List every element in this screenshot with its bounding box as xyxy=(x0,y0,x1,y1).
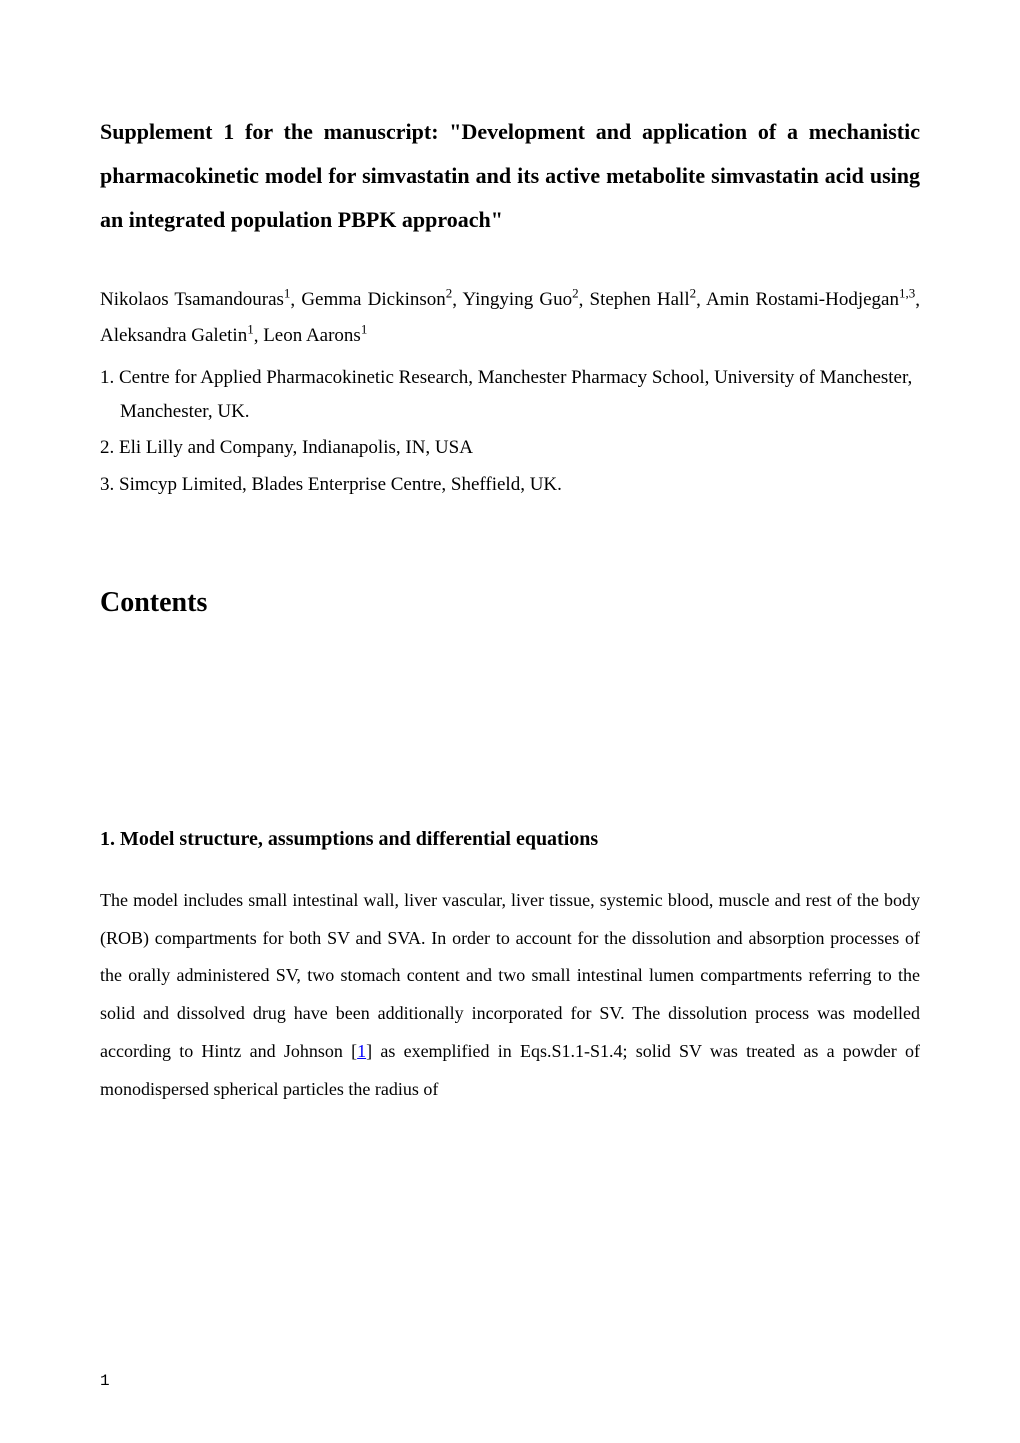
author: Amin Rostami-Hodjegan1,3 xyxy=(706,289,915,310)
citation-link[interactable]: 1 xyxy=(357,1041,366,1061)
affiliation-text: Simcyp Limited, Blades Enterprise Centre… xyxy=(119,474,562,495)
author-name: Yingying Guo xyxy=(462,289,572,310)
author-name: Gemma Dickinson xyxy=(301,289,445,310)
author: Gemma Dickinson2 xyxy=(301,289,452,310)
body-paragraph: The model includes small intestinal wall… xyxy=(100,882,920,1109)
author-name: Amin Rostami-Hodjegan xyxy=(706,289,899,310)
author-affil-mark: 1 xyxy=(361,322,368,337)
author-name: Nikolaos Tsamandouras xyxy=(100,289,284,310)
section-heading: 1. Model structure, assumptions and diff… xyxy=(100,824,920,854)
body-text-pre: The model includes small intestinal wall… xyxy=(100,890,920,1061)
affiliation-text: Eli Lilly and Company, Indianapolis, IN,… xyxy=(119,437,473,458)
affiliation-text: Centre for Applied Pharmacokinetic Resea… xyxy=(119,367,912,422)
manuscript-title: Supplement 1 for the manuscript: "Develo… xyxy=(100,110,920,242)
affiliation-item: 3. Simcyp Limited, Blades Enterprise Cen… xyxy=(100,468,920,502)
author-affil-mark: 2 xyxy=(690,286,697,301)
author-list: Nikolaos Tsamandouras1, Gemma Dickinson2… xyxy=(100,282,920,353)
affiliation-num: 2. xyxy=(100,437,114,458)
affiliation-num: 1. xyxy=(100,367,114,388)
author-affil-mark: 1,3 xyxy=(899,286,915,301)
author: Stephen Hall2 xyxy=(590,289,697,310)
author-affil-mark: 2 xyxy=(572,286,579,301)
affiliation-item: 1. Centre for Applied Pharmacokinetic Re… xyxy=(100,361,920,429)
page-number: 1 xyxy=(100,1369,110,1393)
author: Aleksandra Galetin1 xyxy=(100,325,254,346)
author: Leon Aarons1 xyxy=(263,325,367,346)
author-affil-mark: 1 xyxy=(284,286,291,301)
affiliation-item: 2. Eli Lilly and Company, Indianapolis, … xyxy=(100,431,920,465)
author-name: Leon Aarons xyxy=(263,325,361,346)
author: Yingying Guo2 xyxy=(462,289,578,310)
affiliation-num: 3. xyxy=(100,474,114,495)
author-name: Aleksandra Galetin xyxy=(100,325,247,346)
author-affil-mark: 2 xyxy=(446,286,453,301)
author-name: Stephen Hall xyxy=(590,289,690,310)
author: Nikolaos Tsamandouras1 xyxy=(100,289,290,310)
contents-heading: Contents xyxy=(100,582,920,624)
author-affil-mark: 1 xyxy=(247,322,254,337)
